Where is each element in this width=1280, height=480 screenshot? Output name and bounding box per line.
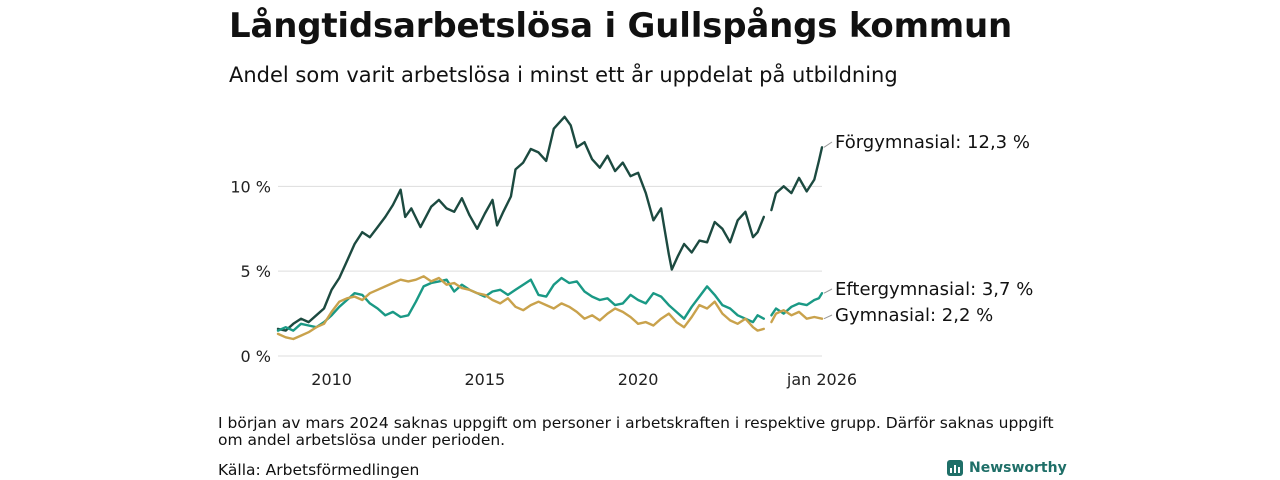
series-line-gymnasial-seg1 [770,309,824,324]
line-chart: 0 % 5 % 10 % 2010 2015 2020 jan 2026 Förgymna… [230,115,1033,389]
label-connector [823,141,833,148]
x-tick-label: 2010 [311,370,352,389]
x-axis: 2010 2015 2020 jan 2026 [311,370,857,389]
x-tick-label: jan 2026 [786,370,857,389]
brand-name: Newsworthy [969,460,1067,476]
y-axis: 0 % 5 % 10 % [230,177,271,366]
label-connector [823,288,833,294]
series-line-förgymnasial-seg1 [770,146,824,212]
page-title: Långtidsarbetslösa i Gullspångs kommun [229,6,1013,46]
source-text: Källa: Arbetsförmedlingen [218,461,420,479]
x-tick-label: 2015 [465,370,506,389]
y-tick-label: 0 % [241,347,271,366]
series-line-eftergymnasial [276,276,765,332]
series-end-label: Eftergymnasial: 3,7 % [835,279,1033,300]
brand-logo: Newsworthy [946,459,1067,477]
end-labels: Förgymnasial: 12,3 % Eftergymnasial: 3,7 … [823,132,1033,326]
footnote: I början av mars 2024 saknas uppgift om … [218,414,1054,449]
series-line-gymnasial [276,275,765,341]
y-tick-label: 10 % [230,177,271,196]
series-line-förgymnasial [276,115,765,332]
y-tick-label: 5 % [241,262,271,281]
grid-lines [278,185,822,357]
series-lines [276,115,824,341]
label-connector [823,314,833,320]
series-end-label: Gymnasial: 2,2 % [835,305,993,326]
page-subtitle: Andel som varit arbetslösa i minst ett å… [229,63,898,87]
series-end-label: Förgymnasial: 12,3 % [835,132,1030,153]
newsworthy-logo-icon [947,460,963,476]
x-tick-label: 2020 [618,370,659,389]
series-line-eftergymnasial-seg1 [770,292,824,317]
